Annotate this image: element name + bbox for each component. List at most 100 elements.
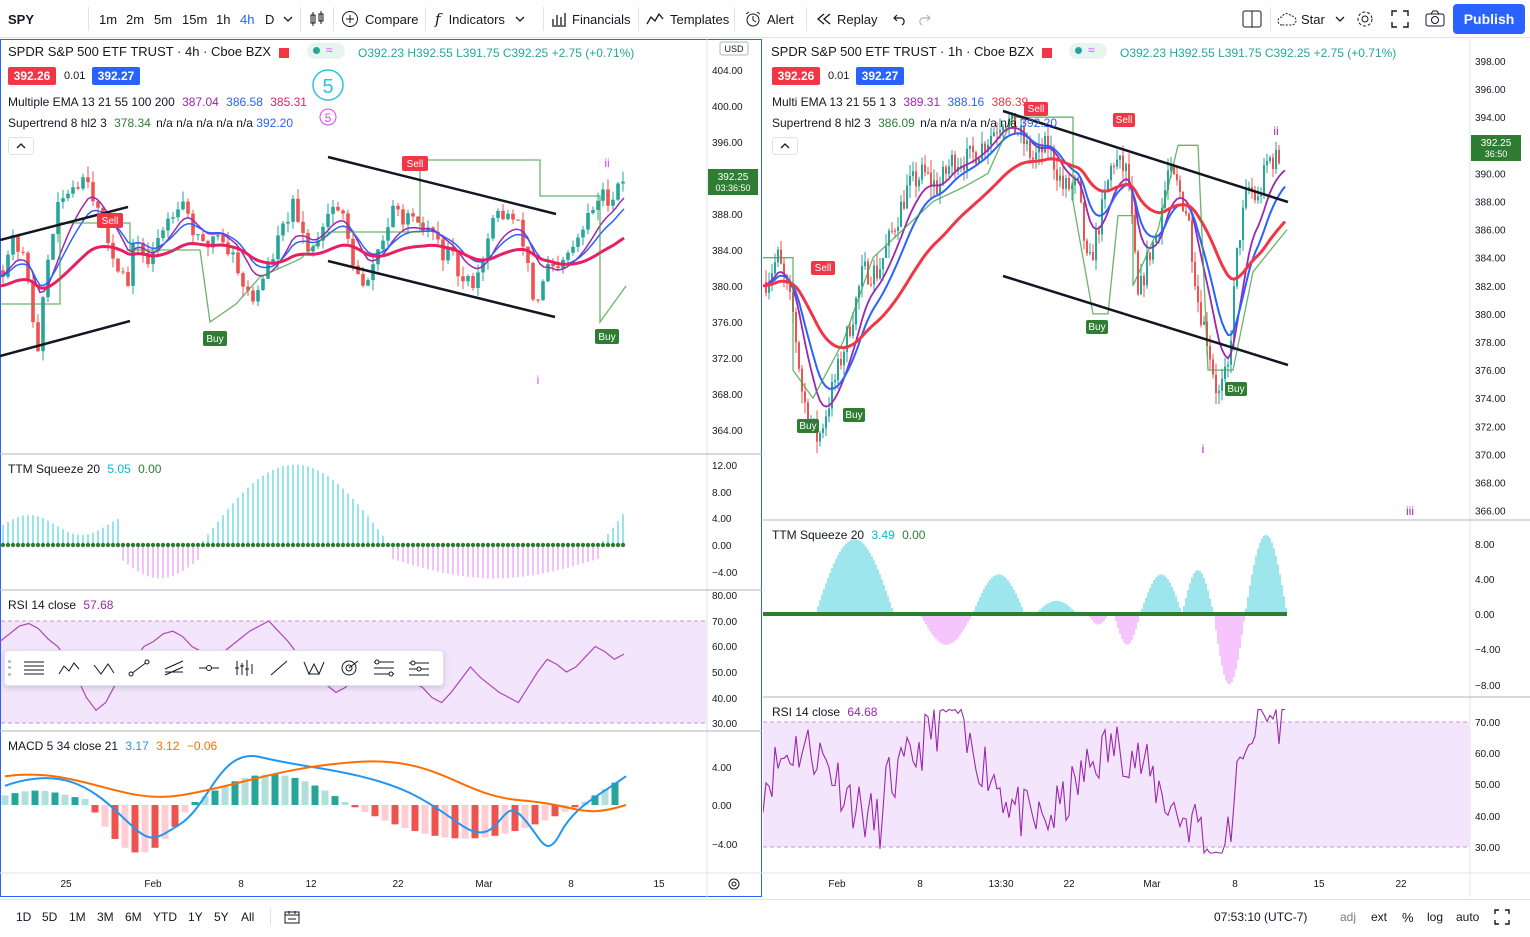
templates-button[interactable]: Templates <box>646 0 729 38</box>
macd-histogram-bar <box>271 774 279 805</box>
percent-scale-toggle[interactable]: % <box>1402 909 1414 925</box>
layout-grid-icon[interactable] <box>1242 0 1262 38</box>
publish-button[interactable]: Publish <box>1453 4 1525 34</box>
left-supertrend-legend[interactable]: Supertrend 8 hl2 3 378.34 n/a n/a n/a n/… <box>8 116 293 130</box>
date-range-calendar-icon[interactable] <box>284 900 300 934</box>
replay-button[interactable]: Replay <box>816 0 877 38</box>
adjust-toggle[interactable]: adj <box>1340 910 1357 924</box>
interval-2m[interactable]: 2m <box>126 11 145 27</box>
floating-drawing-toolbar[interactable] <box>4 650 444 686</box>
range-1M[interactable]: 1M <box>69 910 86 924</box>
wave-i-label: i <box>537 373 540 387</box>
left-ttm-legend[interactable]: TTM Squeeze 20 5.05 0.00 <box>8 462 162 476</box>
trendline[interactable] <box>1002 274 1289 367</box>
trendline[interactable] <box>327 259 556 319</box>
collapse-legend-button[interactable] <box>8 137 34 155</box>
candle-style-icon[interactable] <box>308 0 326 38</box>
candle-body <box>834 380 836 382</box>
range-3M[interactable]: 3M <box>97 910 114 924</box>
horizontal-lines-tool-icon[interactable] <box>16 653 51 683</box>
interval-4h[interactable]: 4h <box>240 11 255 27</box>
alert-button[interactable]: Alert <box>744 0 794 38</box>
trendline[interactable] <box>0 319 131 358</box>
right-ttm-legend[interactable]: TTM Squeeze 20 3.49 0.00 <box>772 528 926 542</box>
interval-dropdown-icon[interactable] <box>283 0 293 38</box>
compare-button[interactable]: Compare <box>341 0 418 38</box>
range-All[interactable]: All <box>241 910 255 924</box>
range-1Y[interactable]: 1Y <box>188 910 203 924</box>
undo-icon[interactable] <box>892 0 908 38</box>
wave-pattern-tool-icon[interactable] <box>51 653 86 683</box>
fib-retracement-tool-icon[interactable] <box>366 653 401 683</box>
left-macd-legend[interactable]: MACD 5 34 close 21 3.17 3.12 −0.06 <box>8 739 218 753</box>
financials-button[interactable]: Financials <box>551 0 631 38</box>
squeeze-dot <box>125 542 131 548</box>
market-status-pill[interactable]: ≈ <box>307 43 345 59</box>
interval-15m[interactable]: 15m <box>182 11 208 27</box>
left-ema-legend[interactable]: Multiple EMA 13 21 55 100 200 387.04 386… <box>8 95 307 109</box>
fib-extension-tool-icon[interactable] <box>401 653 436 683</box>
interval-5m[interactable]: 5m <box>154 11 173 27</box>
drag-handle-icon[interactable] <box>8 658 16 678</box>
flag-icon[interactable] <box>1041 47 1052 58</box>
range-5Y[interactable]: 5Y <box>214 910 229 924</box>
bid-price-button[interactable]: 392.26 <box>8 67 56 85</box>
right-chart[interactable]: iii i ii Sell Sell Sell Buy Buy Buy Buy … <box>763 39 1530 898</box>
left-time-axis[interactable]: 25 Feb 8 12 22 Mar 8 15 <box>60 879 665 890</box>
camera-snapshot-icon[interactable] <box>1425 0 1445 38</box>
right-time-axis[interactable]: Feb 8 13:30 22 Mar 8 15 22 <box>828 879 1407 890</box>
candle-body <box>885 245 887 258</box>
price-tick-label: 370.00 <box>1475 450 1506 461</box>
squeeze-dot <box>265 542 271 548</box>
trendline[interactable] <box>1002 109 1289 204</box>
interval-1m[interactable]: 1m <box>99 11 118 27</box>
chart-settings-gear-icon[interactable] <box>728 878 740 890</box>
range-5D[interactable]: 5D <box>42 910 58 924</box>
flag-icon[interactable] <box>278 47 289 58</box>
right-rsi-legend[interactable]: RSI 14 close 64.68 <box>772 705 878 719</box>
ask-price-button[interactable]: 392.27 <box>92 67 140 85</box>
settings-gear-icon[interactable] <box>1355 0 1375 38</box>
interval-D[interactable]: D <box>265 11 275 27</box>
candle-body <box>156 238 160 252</box>
layout-save-button[interactable]: Star <box>1277 0 1345 38</box>
symbol-search[interactable]: SPY <box>8 11 35 27</box>
candle-body <box>566 252 570 260</box>
fullscreen-icon[interactable] <box>1494 900 1510 934</box>
right-supertrend-legend[interactable]: Supertrend 8 hl2 3 386.09 n/a n/a n/a n/… <box>772 116 1057 130</box>
fib-spiral-tool-icon[interactable] <box>331 653 366 683</box>
line-tool-icon[interactable] <box>261 653 296 683</box>
clock-timezone[interactable]: 07:53:10 (UTC-7) <box>1214 910 1308 924</box>
candle-body <box>276 235 280 260</box>
extended-hours-toggle[interactable]: ext <box>1371 910 1388 924</box>
xabcd-pattern-tool-icon[interactable] <box>296 653 331 683</box>
ttm-tick-label: 4.00 <box>1475 575 1495 586</box>
log-scale-toggle[interactable]: log <box>1427 910 1444 924</box>
interval-1h[interactable]: 1h <box>216 11 231 27</box>
price-tick-label: 386.00 <box>1475 226 1506 237</box>
collapse-legend-button[interactable] <box>772 137 798 155</box>
bars-pattern-tool-icon[interactable] <box>226 653 261 683</box>
auto-scale-toggle[interactable]: auto <box>1456 910 1480 924</box>
ask-price-button[interactable]: 392.27 <box>856 67 904 85</box>
range-6M[interactable]: 6M <box>125 910 142 924</box>
ray-tool-icon[interactable] <box>191 653 226 683</box>
squeeze-dot <box>30 542 36 548</box>
trendline[interactable] <box>327 155 557 216</box>
trendline[interactable] <box>0 205 129 242</box>
right-ema-legend[interactable]: Multi EMA 13 21 55 1 3 389.31 388.16 386… <box>772 95 1029 109</box>
channel-tool-icon[interactable] <box>156 653 191 683</box>
fullscreen-icon[interactable] <box>1391 0 1409 38</box>
abc-pattern-tool-icon[interactable] <box>86 653 121 683</box>
range-1D[interactable]: 1D <box>16 910 32 924</box>
market-status-pill[interactable]: ≈ <box>1069 43 1107 59</box>
redo-icon[interactable] <box>916 0 932 38</box>
candle-body <box>601 189 605 201</box>
left-rsi-legend[interactable]: RSI 14 close 57.68 <box>8 598 114 612</box>
range-YTD[interactable]: YTD <box>153 910 177 924</box>
trendline-tool-icon[interactable] <box>121 653 156 683</box>
bid-price-button[interactable]: 392.26 <box>772 67 820 85</box>
macd-histogram-bar <box>141 805 149 853</box>
left-chart[interactable]: 5 5 ii i Sell Sell Buy Buy 404.00 400.00 3… <box>0 39 763 898</box>
indicators-button[interactable]: f Indicators <box>435 0 525 38</box>
